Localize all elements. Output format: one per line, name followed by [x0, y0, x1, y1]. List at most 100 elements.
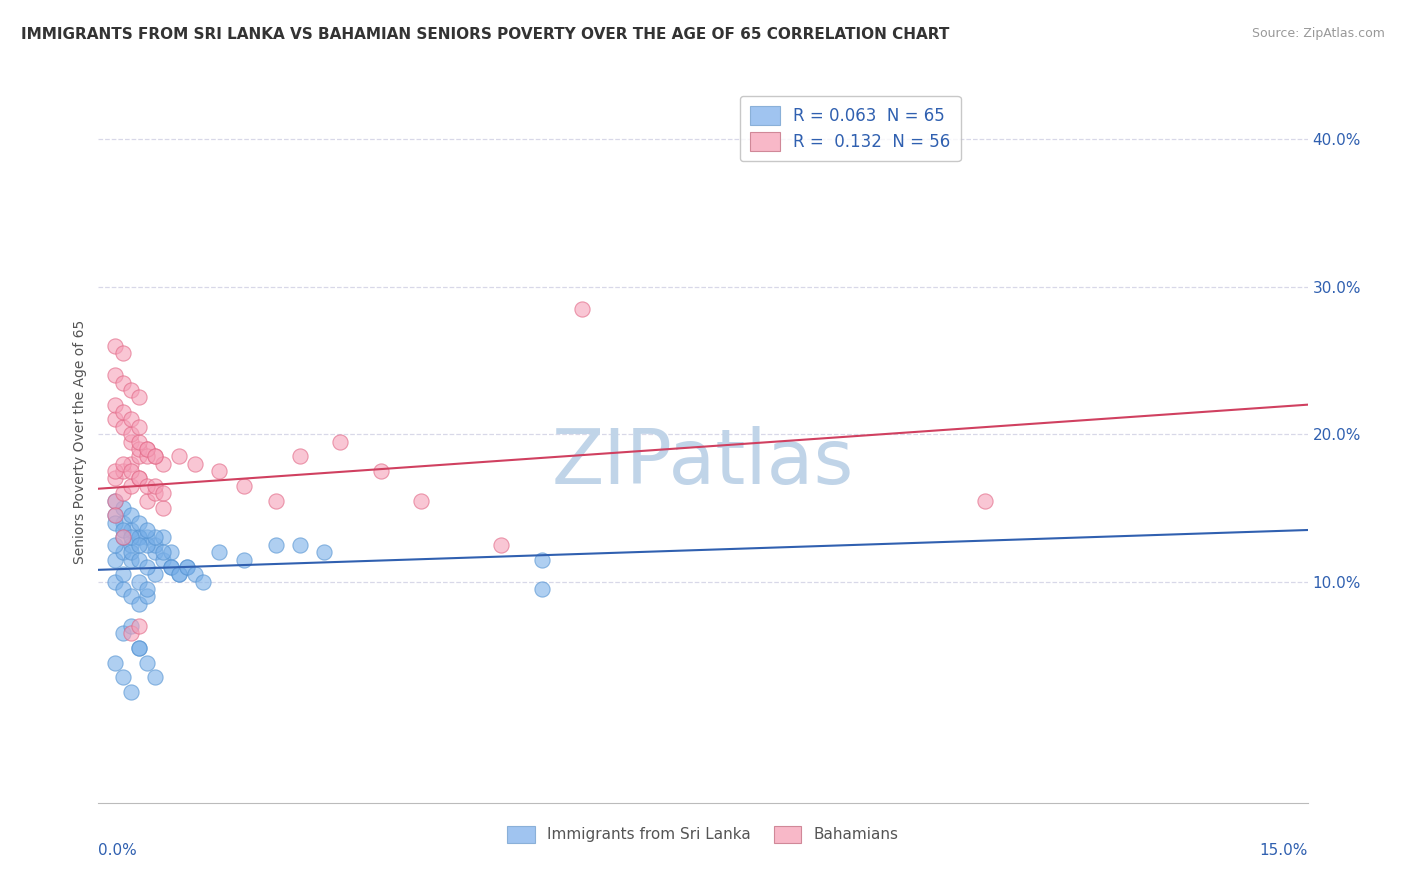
Point — [160, 560, 183, 574]
Point — [128, 442, 150, 456]
Point — [103, 493, 125, 508]
Point — [193, 574, 215, 589]
Point — [111, 567, 134, 582]
Point — [152, 552, 174, 566]
Point — [128, 574, 150, 589]
Point — [143, 670, 166, 684]
Point — [135, 493, 157, 508]
Point — [208, 545, 231, 559]
Point — [120, 427, 142, 442]
Point — [103, 656, 125, 670]
Point — [120, 523, 142, 537]
Point — [167, 450, 190, 464]
Point — [111, 545, 134, 559]
Point — [135, 523, 157, 537]
Point — [128, 471, 150, 485]
Point — [111, 376, 134, 390]
Point — [264, 538, 287, 552]
Point — [167, 567, 190, 582]
Point — [264, 493, 287, 508]
Point — [120, 530, 142, 544]
Point — [111, 346, 134, 360]
Point — [143, 545, 166, 559]
Point — [974, 493, 997, 508]
Point — [288, 450, 311, 464]
Point — [167, 567, 190, 582]
Point — [143, 486, 166, 500]
Point — [103, 508, 125, 523]
Point — [128, 538, 150, 552]
Point — [409, 493, 432, 508]
Point — [128, 450, 150, 464]
Point — [135, 442, 157, 456]
Point — [232, 479, 254, 493]
Point — [120, 464, 142, 478]
Point — [143, 450, 166, 464]
Point — [571, 301, 593, 316]
Point — [152, 500, 174, 515]
Point — [152, 545, 174, 559]
Point — [111, 419, 134, 434]
Point — [135, 582, 157, 596]
Point — [128, 516, 150, 530]
Point — [143, 567, 166, 582]
Point — [152, 486, 174, 500]
Point — [329, 434, 352, 449]
Point — [135, 530, 157, 544]
Point — [120, 538, 142, 552]
Point — [103, 538, 125, 552]
Point — [208, 464, 231, 478]
Point — [135, 450, 157, 464]
Point — [135, 656, 157, 670]
Point — [120, 552, 142, 566]
Point — [120, 619, 142, 633]
Point — [370, 464, 392, 478]
Point — [128, 552, 150, 566]
Point — [530, 582, 553, 596]
Point — [160, 545, 183, 559]
Point — [120, 412, 142, 426]
Point — [111, 626, 134, 640]
Text: 15.0%: 15.0% — [1260, 843, 1308, 857]
Point — [120, 479, 142, 493]
Point — [120, 590, 142, 604]
Point — [120, 434, 142, 449]
Point — [103, 471, 125, 485]
Point — [491, 538, 513, 552]
Point — [152, 457, 174, 471]
Point — [103, 508, 125, 523]
Point — [128, 597, 150, 611]
Point — [120, 626, 142, 640]
Point — [176, 560, 198, 574]
Point — [128, 434, 150, 449]
Point — [314, 545, 336, 559]
Point — [120, 508, 142, 523]
Point — [103, 574, 125, 589]
Point — [103, 368, 125, 383]
Point — [120, 457, 142, 471]
Point — [143, 538, 166, 552]
Point — [128, 530, 150, 544]
Point — [176, 560, 198, 574]
Point — [135, 442, 157, 456]
Point — [120, 545, 142, 559]
Point — [128, 640, 150, 655]
Point — [152, 530, 174, 544]
Y-axis label: Seniors Poverty Over the Age of 65: Seniors Poverty Over the Age of 65 — [73, 319, 87, 564]
Point — [128, 390, 150, 404]
Point — [111, 457, 134, 471]
Legend: Immigrants from Sri Lanka, Bahamians: Immigrants from Sri Lanka, Bahamians — [502, 820, 904, 849]
Point — [103, 464, 125, 478]
Point — [184, 457, 207, 471]
Point — [530, 552, 553, 566]
Point — [135, 560, 157, 574]
Point — [103, 493, 125, 508]
Point — [120, 383, 142, 397]
Point — [111, 464, 134, 478]
Point — [111, 530, 134, 544]
Point — [232, 552, 254, 566]
Point — [103, 339, 125, 353]
Point — [128, 419, 150, 434]
Point — [135, 590, 157, 604]
Point — [128, 530, 150, 544]
